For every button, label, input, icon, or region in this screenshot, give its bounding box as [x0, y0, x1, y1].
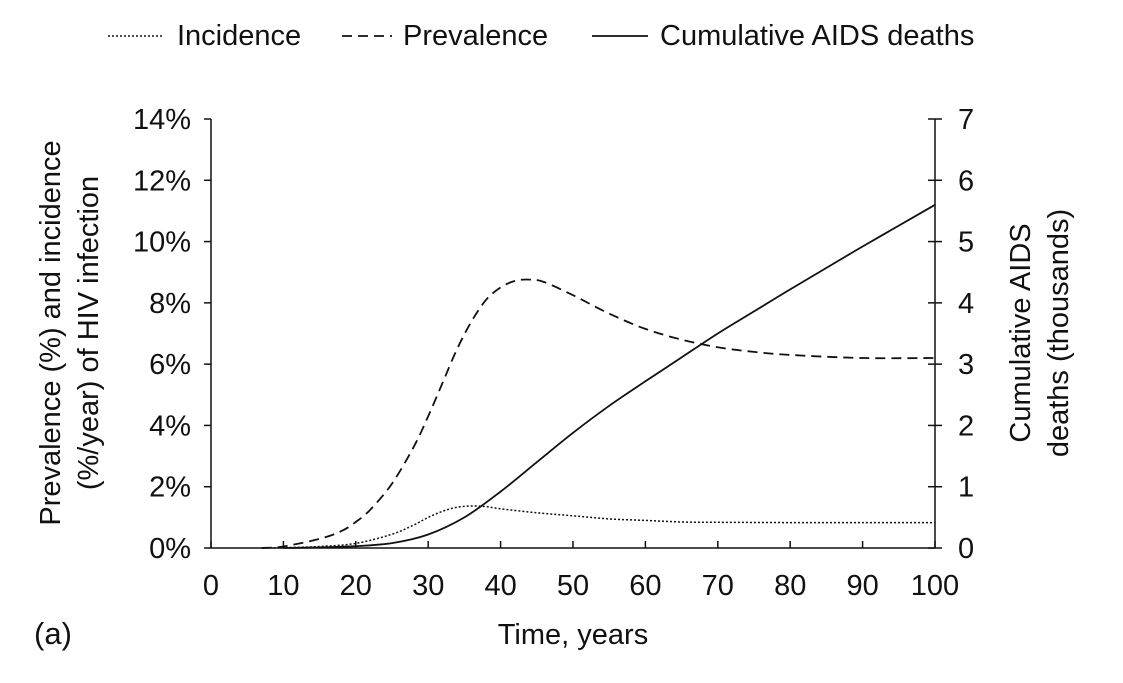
legend-deaths-label: Cumulative AIDS deaths — [660, 20, 974, 52]
x-tick-label: 100 — [911, 570, 959, 602]
left-y-tick-label: 12% — [133, 165, 191, 197]
right-y-tick-label: 1 — [958, 472, 974, 504]
legend: Incidence Prevalence Cumulative AIDS dea… — [108, 20, 974, 52]
left-y-tick-label: 2% — [149, 472, 191, 504]
y-right-label-line1: Cumulative AIDS — [1005, 223, 1037, 442]
x-tick-label: 60 — [629, 570, 661, 602]
right-y-ticks: 0 1 2 3 4 5 6 7 — [928, 104, 974, 565]
y-left-label-line2: (%/year) of HIV infection — [73, 176, 105, 490]
right-y-tick-label: 5 — [958, 227, 974, 259]
panel-label: (a) — [34, 616, 72, 651]
left-y-tick-label: 8% — [149, 288, 191, 320]
x-ticks: 0 10 20 30 40 50 60 70 80 90 100 — [203, 541, 959, 602]
prevalence-line — [261, 278, 936, 549]
y-right-label-line2: deaths (thousands) — [1043, 209, 1075, 457]
x-tick-label: 70 — [702, 570, 734, 602]
left-y-tick-label: 10% — [133, 227, 191, 259]
x-tick-label: 30 — [412, 570, 444, 602]
x-tick-label: 50 — [557, 570, 589, 602]
x-tick-label: 10 — [267, 570, 299, 602]
cumulative-aids-deaths-line — [283, 204, 936, 549]
series-lines — [261, 204, 936, 549]
right-y-tick-label: 7 — [958, 104, 974, 136]
x-tick-label: 0 — [203, 570, 219, 602]
x-tick-label: 80 — [774, 570, 806, 602]
x-tick-label: 20 — [340, 570, 372, 602]
y-left-label-line1: Prevalence (%) and incidence — [35, 140, 67, 525]
right-y-tick-label: 6 — [958, 165, 974, 197]
left-y-tick-label: 4% — [149, 410, 191, 442]
left-y-tick-label: 0% — [149, 533, 191, 565]
left-y-tick-label: 14% — [133, 104, 191, 136]
x-tick-label: 90 — [846, 570, 878, 602]
right-y-tick-label: 2 — [958, 410, 974, 442]
incidence-line — [261, 505, 935, 549]
legend-prevalence-label: Prevalence — [403, 20, 548, 52]
left-y-tick-label: 6% — [149, 349, 191, 381]
left-y-ticks: 0% 2% 4% 6% 8% 10% 12% 14% — [133, 104, 211, 565]
right-y-tick-label: 4 — [958, 288, 974, 320]
right-y-tick-label: 0 — [958, 533, 974, 565]
x-tick-label: 40 — [484, 570, 516, 602]
right-y-tick-label: 3 — [958, 349, 974, 381]
x-axis-label: Time, years — [498, 619, 648, 651]
legend-incidence-label: Incidence — [177, 20, 301, 52]
